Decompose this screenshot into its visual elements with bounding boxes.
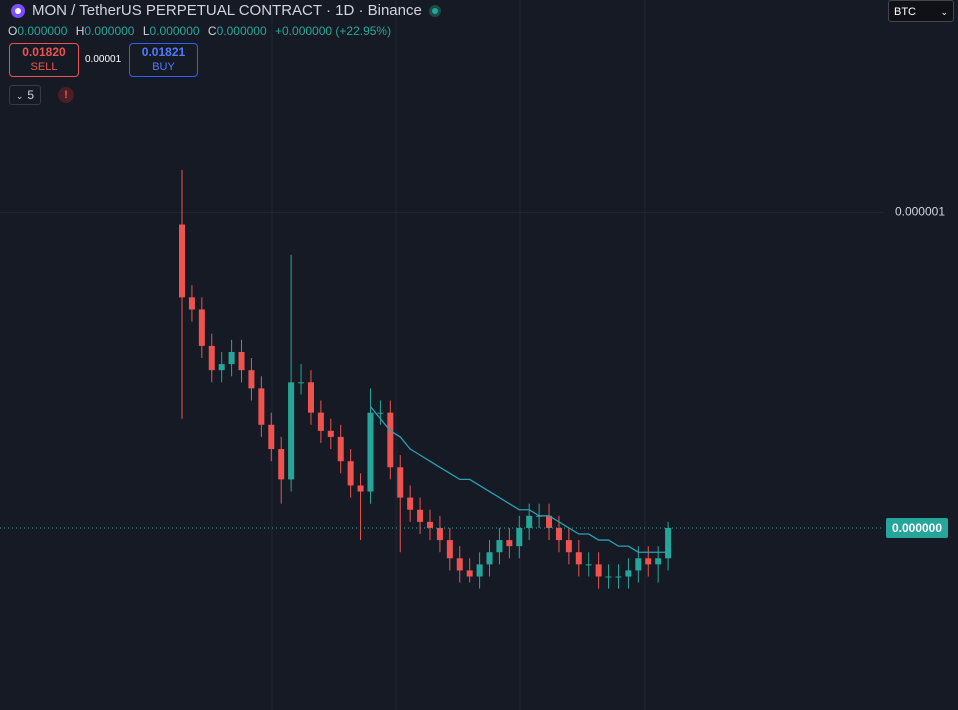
candle-body [645, 558, 652, 565]
ohlc-row: O0.000000 H0.000000 L0.000000 C0.000000 … [8, 24, 396, 38]
candle-body [555, 527, 562, 541]
candle-body [585, 564, 592, 566]
candle-body [407, 497, 414, 510]
candle-body [327, 430, 334, 437]
sell-label: SELL [30, 61, 58, 73]
candle-body [298, 382, 305, 384]
ohlc-key: C [207, 24, 217, 38]
y-tick-label: 0.000001 [895, 205, 945, 219]
ohlc-key: O [8, 24, 18, 38]
candle-body [268, 424, 275, 450]
candle-body [605, 576, 612, 578]
candle-body [307, 382, 314, 413]
candle-body [198, 309, 205, 346]
candle-body [387, 412, 394, 468]
candle-body [546, 515, 553, 528]
last-price-box [886, 517, 948, 538]
ohlc-value: 0.000000 [84, 24, 135, 38]
candle-body [486, 552, 493, 565]
candle-body [397, 467, 404, 498]
candle-body [337, 436, 344, 462]
currency-select[interactable]: BTC ⌄ [888, 0, 954, 22]
last-price-label: 0.000000 [892, 521, 942, 535]
buy-button[interactable]: 0.01821 BUY [129, 43, 198, 77]
currency: BTC [894, 6, 916, 18]
candle-body [635, 558, 642, 571]
candle-body [278, 449, 285, 480]
candle-body [417, 509, 424, 522]
ohlc-key: L [142, 24, 150, 38]
candle-body [179, 224, 185, 298]
indicators-count: 5 [27, 88, 35, 102]
candle-body [655, 558, 662, 565]
change: +0.000000 (+22.95%) [275, 24, 392, 38]
spread: 0.00001 [85, 54, 122, 65]
candle-body [317, 412, 324, 431]
candle-body [436, 527, 443, 541]
candle-body [357, 485, 364, 492]
sell-button[interactable]: 0.01820 SELL [9, 43, 79, 77]
alert-icon[interactable]: ! [58, 87, 74, 103]
candle-body [526, 515, 533, 528]
buy-price: 0.01821 [141, 45, 186, 59]
candle-body [427, 521, 433, 528]
candle-body [615, 576, 622, 578]
ohlc-value: 0.000000 [17, 24, 68, 38]
candle-body [238, 351, 245, 371]
candle-body [595, 564, 602, 577]
ohlc-value: 0.000000 [149, 24, 200, 38]
candle-body [625, 570, 632, 577]
symbol-icon [11, 3, 25, 18]
buy-label: BUY [152, 61, 175, 73]
ohlc-value: 0.000000 [216, 24, 267, 38]
ohlc-key: H [75, 24, 85, 38]
candle-body [347, 461, 354, 486]
symbol-header: MON / TetherUS PERPETUAL CONTRACT · 1D ·… [10, 2, 442, 19]
indicators-toggle[interactable]: ⌄ 5 [9, 85, 41, 105]
candle-body [446, 540, 453, 559]
candle-body [228, 351, 235, 365]
sell-price: 0.01820 [22, 45, 66, 59]
candle-body [565, 540, 572, 553]
candle-body [377, 412, 384, 414]
moving-average [369, 406, 669, 553]
candle-body [476, 564, 483, 577]
candle-body [665, 527, 672, 559]
candle-body [367, 412, 374, 492]
market-status[interactable] [428, 4, 442, 18]
candle-body [456, 558, 463, 571]
candle-body [248, 370, 255, 389]
candle-body [218, 364, 225, 371]
candle-body [516, 527, 523, 547]
candle-body [506, 540, 513, 547]
candle-body [188, 297, 195, 310]
candle-body [575, 552, 582, 565]
candle-body [208, 345, 215, 371]
candle-body [466, 570, 473, 577]
symbol-title: MON / TetherUS PERPETUAL CONTRACT · 1D ·… [32, 2, 422, 19]
candle-body [288, 382, 295, 480]
candle-body [496, 540, 503, 553]
candle-body [258, 388, 265, 425]
